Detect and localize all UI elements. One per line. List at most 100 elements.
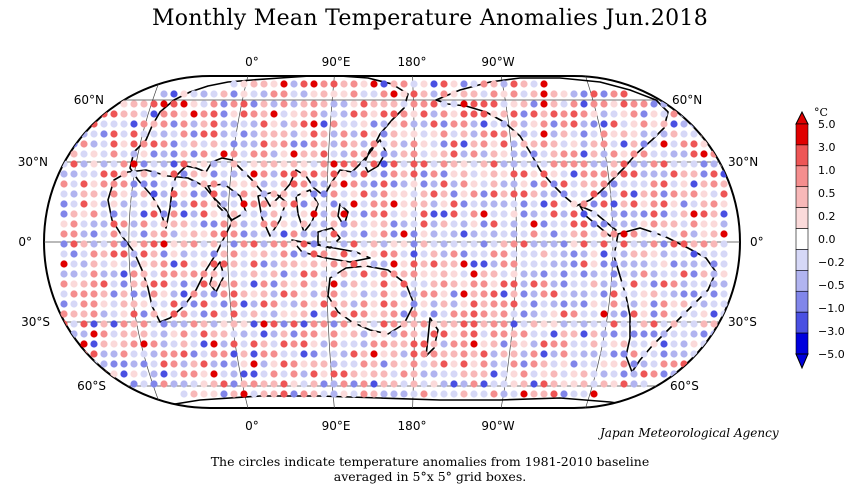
anomaly-circle: [230, 140, 238, 148]
anomaly-circle: [550, 160, 558, 168]
anomaly-circle: [350, 310, 358, 318]
anomaly-circle: [650, 300, 658, 308]
anomaly-circle: [600, 110, 608, 118]
anomaly-circle: [130, 160, 138, 168]
anomaly-circle: [290, 170, 298, 178]
anomaly-circle: [80, 210, 88, 218]
anomaly-circle: [550, 120, 558, 128]
anomaly-circle: [70, 210, 78, 218]
anomaly-circle: [680, 340, 688, 348]
anomaly-circle: [340, 280, 348, 288]
anomaly-circle: [260, 140, 268, 148]
anomaly-circle: [170, 300, 178, 308]
anomaly-circle: [240, 320, 248, 328]
anomaly-circle: [550, 280, 558, 288]
anomaly-circle: [650, 320, 658, 328]
lon-label-bottom-90w: 90°W: [481, 419, 514, 433]
anomaly-circle: [340, 130, 348, 138]
lat-label-right-30s: 30°S: [728, 315, 757, 329]
anomaly-circle: [410, 200, 418, 208]
anomaly-circle: [590, 270, 598, 278]
anomaly-circle: [70, 240, 78, 248]
anomaly-circle: [470, 120, 478, 128]
anomaly-circle: [210, 390, 218, 398]
anomaly-circle: [150, 200, 158, 208]
anomaly-circle: [640, 340, 648, 348]
anomaly-circle: [470, 350, 478, 358]
anomaly-circle: [410, 250, 418, 258]
anomaly-circle: [510, 390, 518, 398]
anomaly-circle: [70, 350, 78, 358]
anomaly-circle: [370, 310, 378, 318]
anomaly-circle: [260, 310, 268, 318]
anomaly-circle: [570, 270, 578, 278]
anomaly-circle: [520, 250, 528, 258]
anomaly-circle: [80, 320, 88, 328]
anomaly-circle: [470, 160, 478, 168]
anomaly-circle: [590, 390, 598, 398]
anomaly-circle: [630, 250, 638, 258]
anomaly-circle: [530, 100, 538, 108]
anomaly-circle: [330, 300, 338, 308]
anomaly-circle: [400, 140, 408, 148]
anomaly-circle: [590, 360, 598, 368]
anomaly-circle: [520, 120, 528, 128]
anomaly-circle: [370, 240, 378, 248]
anomaly-circle: [500, 230, 508, 238]
anomaly-circle: [700, 240, 708, 248]
anomaly-circle: [590, 340, 598, 348]
anomaly-circle: [610, 310, 618, 318]
anomaly-circle: [130, 310, 138, 318]
anomaly-circle: [220, 260, 228, 268]
anomaly-circle: [450, 190, 458, 198]
anomaly-circle: [530, 180, 538, 188]
anomaly-circle: [520, 340, 528, 348]
anomaly-circle: [410, 180, 418, 188]
anomaly-circle: [200, 220, 208, 228]
anomaly-circle: [350, 340, 358, 348]
anomaly-circle: [340, 390, 348, 398]
anomaly-circle: [720, 300, 728, 308]
anomaly-circle: [180, 220, 188, 228]
anomaly-circle: [220, 220, 228, 228]
anomaly-circle: [340, 210, 348, 218]
anomaly-circle: [190, 390, 198, 398]
anomaly-circle: [350, 240, 358, 248]
anomaly-circle: [690, 350, 698, 358]
anomaly-circle: [490, 250, 498, 258]
anomaly-circle: [460, 220, 468, 228]
anomaly-circle: [620, 200, 628, 208]
anomaly-circle: [240, 90, 248, 98]
anomaly-circle: [170, 380, 178, 388]
anomaly-circle: [290, 210, 298, 218]
anomaly-circle: [80, 120, 88, 128]
anomaly-circle: [240, 180, 248, 188]
anomaly-circle: [620, 220, 628, 228]
anomaly-circle: [160, 200, 168, 208]
anomaly-circle: [690, 230, 698, 238]
anomaly-circle: [220, 360, 228, 368]
anomaly-circle: [200, 320, 208, 328]
anomaly-circle: [210, 300, 218, 308]
anomaly-circle: [670, 110, 678, 118]
anomaly-circle: [690, 200, 698, 208]
anomaly-circle: [120, 200, 128, 208]
anomaly-circle: [530, 110, 538, 118]
anomaly-circle: [450, 290, 458, 298]
anomaly-circle: [580, 240, 588, 248]
anomaly-circle: [670, 150, 678, 158]
anomaly-circle: [280, 200, 288, 208]
anomaly-circle: [670, 340, 678, 348]
anomaly-circle: [600, 130, 608, 138]
anomaly-circle: [580, 260, 588, 268]
anomaly-circle: [120, 280, 128, 288]
anomaly-circle: [270, 80, 278, 88]
anomaly-circle: [140, 130, 148, 138]
anomaly-circle: [230, 160, 238, 168]
anomaly-circle: [620, 360, 628, 368]
anomaly-circle: [570, 160, 578, 168]
anomaly-circle: [350, 170, 358, 178]
anomaly-circle: [470, 150, 478, 158]
anomaly-circle: [340, 170, 348, 178]
anomaly-circle: [490, 270, 498, 278]
